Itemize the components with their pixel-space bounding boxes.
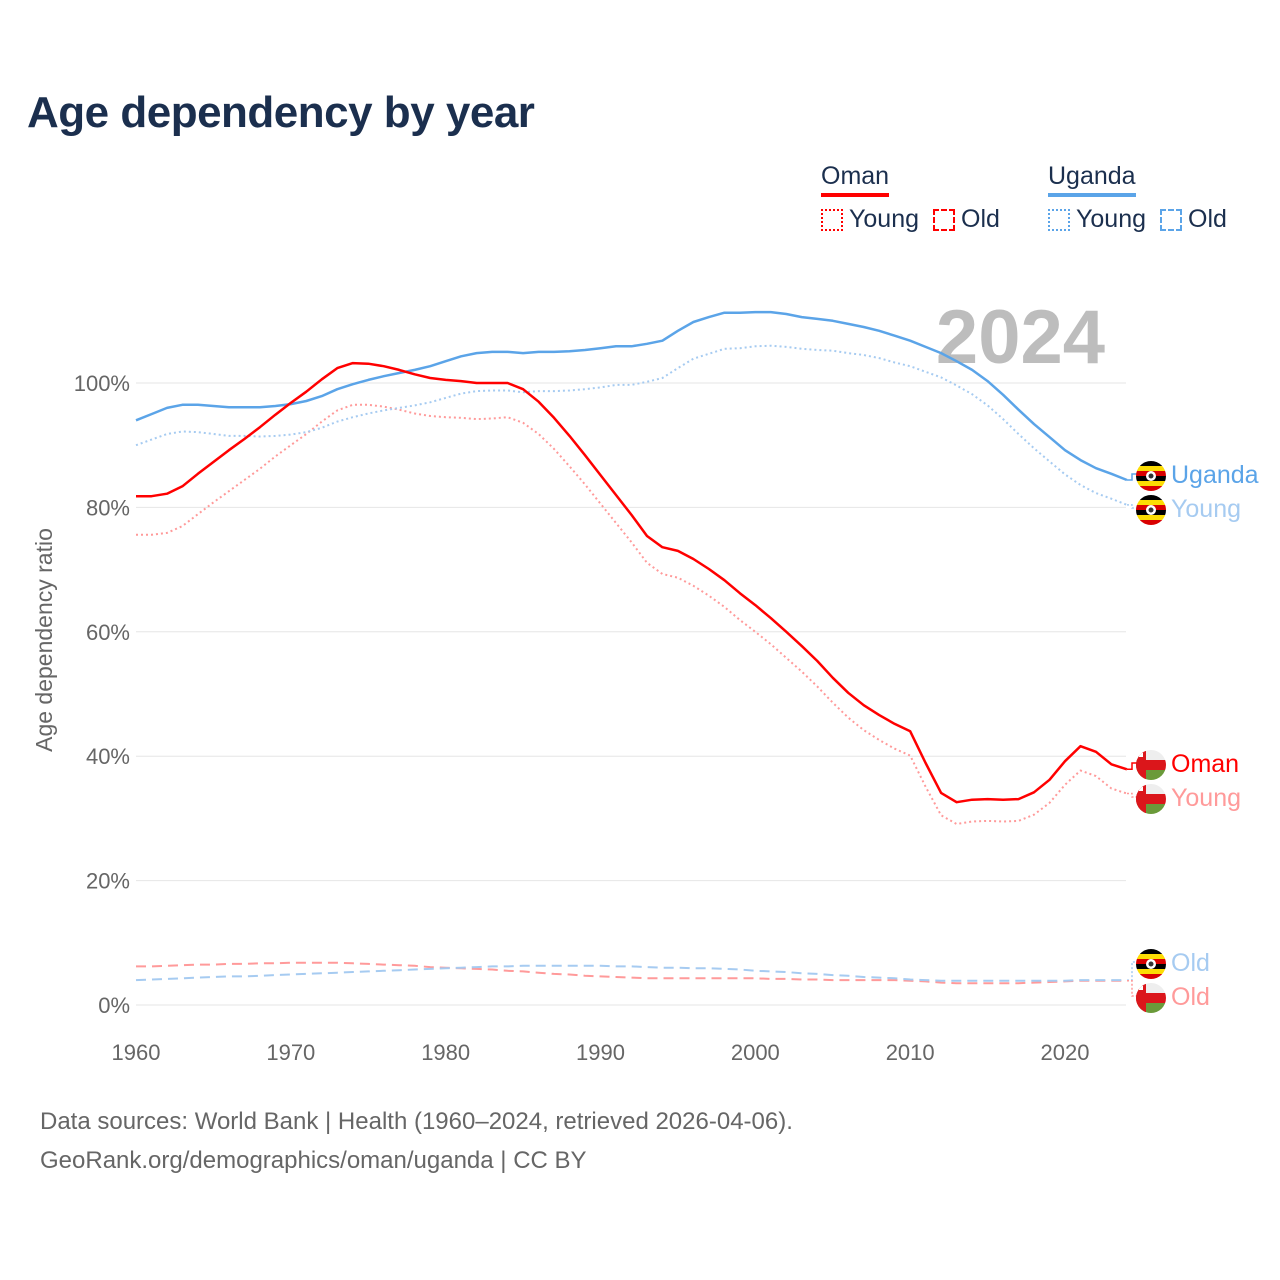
gridlines (136, 382, 1126, 1006)
flag-hoist (1136, 983, 1146, 1013)
y-tick-label: 100% (74, 371, 130, 396)
x-axis-ticks: 1960 1970 1980 1990 2000 2010 2020 (112, 1040, 1090, 1065)
flag-stripe (1136, 466, 1166, 471)
y-tick-label: 60% (86, 620, 130, 645)
x-tick-label: 1960 (112, 1040, 161, 1065)
y-tick-label: 0% (98, 993, 130, 1018)
end-label-text: Old (1171, 949, 1210, 977)
legend-oman-young-label: Young (849, 205, 919, 233)
y-axis-label: Age dependency ratio (31, 528, 57, 752)
flag-emblem (1139, 787, 1143, 791)
end-label-text: Young (1171, 784, 1241, 812)
label-connector (1127, 473, 1137, 481)
chart-title: Age dependency by year (27, 88, 535, 137)
flag-hoist (1136, 750, 1146, 780)
flag-stripe (1136, 949, 1166, 954)
end-label-oman-young: Young (1127, 784, 1241, 814)
flag-emblem (1139, 753, 1143, 757)
legend-uganda: Uganda Young Old (1048, 162, 1227, 234)
x-tick-label: 2020 (1041, 1040, 1090, 1065)
legend-uganda-label: Uganda (1048, 162, 1136, 197)
flag-stripe (1136, 804, 1166, 814)
dotted-swatch-icon (821, 208, 843, 231)
label-connector (1127, 762, 1137, 771)
flag-hoist (1136, 784, 1146, 814)
flag-stripe (1136, 500, 1166, 505)
flag-stripe (1136, 750, 1166, 760)
y-tick-label: 20% (86, 869, 130, 894)
x-tick-label: 2000 (731, 1040, 780, 1065)
flag-stripe (1136, 969, 1166, 974)
flag-stripe (1136, 481, 1166, 486)
flag-emblem-bird (1148, 473, 1154, 479)
end-label-text: Oman (1171, 750, 1239, 778)
end-label-uganda-old: Old (1127, 949, 1210, 981)
dashed-swatch-icon (1160, 208, 1182, 231)
legend-oman-old-label: Old (961, 205, 1000, 233)
legend-oman: Oman Young Old (821, 162, 1000, 234)
legend-oman-young: Young (821, 205, 919, 234)
series-line-oman-old (136, 961, 1127, 985)
series-line-oman-total (136, 361, 1128, 804)
series-line-uganda-total (135, 310, 1128, 482)
flag-stripe (1136, 784, 1166, 794)
flag-emblem (1139, 986, 1143, 990)
legend-oman-label: Oman (821, 162, 890, 197)
flag-stripe (1136, 974, 1166, 979)
legend-uganda-old-label: Old (1188, 205, 1227, 233)
y-tick-label: 40% (86, 744, 130, 769)
flag-stripe (1136, 954, 1166, 959)
flag-stripe (1136, 983, 1166, 993)
legend-uganda-young-label: Young (1076, 205, 1146, 233)
label-connector (1127, 504, 1137, 509)
end-labels: Uganda Young Oman Young Old Old (1127, 461, 1259, 1013)
oman-flag-icon (1136, 983, 1166, 1013)
series-lines (135, 310, 1128, 985)
flag-emblem-bird (1148, 961, 1154, 967)
end-label-oman-total: Oman (1127, 750, 1239, 780)
x-tick-label: 1980 (421, 1040, 470, 1065)
end-label-uganda-young: Young (1127, 495, 1241, 525)
flag-stripe (1136, 520, 1166, 525)
end-label-text: Young (1171, 495, 1241, 523)
year-watermark: 2024 (936, 295, 1105, 380)
flag-stripe (1136, 794, 1166, 804)
series-line-oman-young (136, 403, 1128, 825)
flag-stripe (1136, 515, 1166, 520)
flag-stripe (1136, 495, 1166, 500)
footer-sources: Data sources: World Bank | Health (1960–… (40, 1108, 793, 1135)
end-label-oman-old: Old (1127, 979, 1210, 1013)
flag-stripe (1136, 1003, 1166, 1013)
label-connector (1127, 979, 1137, 997)
flag-emblem-bird (1148, 507, 1154, 513)
oman-flag-icon (1136, 784, 1166, 814)
dashed-swatch-icon (933, 208, 955, 231)
x-tick-label: 1970 (266, 1040, 315, 1065)
x-tick-label: 1990 (576, 1040, 625, 1065)
end-label-text: Uganda (1171, 461, 1259, 489)
dotted-swatch-icon (1048, 208, 1070, 231)
legend-uganda-young: Young (1048, 205, 1146, 234)
label-connector (1127, 792, 1137, 798)
series-line-uganda-old (135, 964, 1127, 982)
uganda-flag-icon (1136, 461, 1166, 491)
oman-flag-icon (1136, 750, 1166, 780)
legend-uganda-old: Old (1160, 205, 1227, 234)
x-tick-label: 2010 (886, 1040, 935, 1065)
footer-attribution: GeoRank.org/demographics/oman/uganda | C… (40, 1147, 587, 1174)
end-label-uganda-total: Uganda (1127, 461, 1259, 491)
flag-stripe (1136, 486, 1166, 491)
flag-stripe (1136, 760, 1166, 770)
uganda-flag-icon (1136, 949, 1166, 979)
flag-stripe (1136, 461, 1166, 466)
y-axis-ticks: 0% 20% 40% 60% 80% 100% (74, 371, 130, 1018)
y-tick-label: 80% (86, 495, 130, 520)
flag-stripe (1136, 770, 1166, 780)
label-connector (1127, 961, 1137, 981)
flag-stripe (1136, 993, 1166, 1003)
uganda-flag-icon (1136, 495, 1166, 525)
end-label-text: Old (1171, 983, 1210, 1011)
legend-oman-old: Old (933, 205, 1000, 234)
